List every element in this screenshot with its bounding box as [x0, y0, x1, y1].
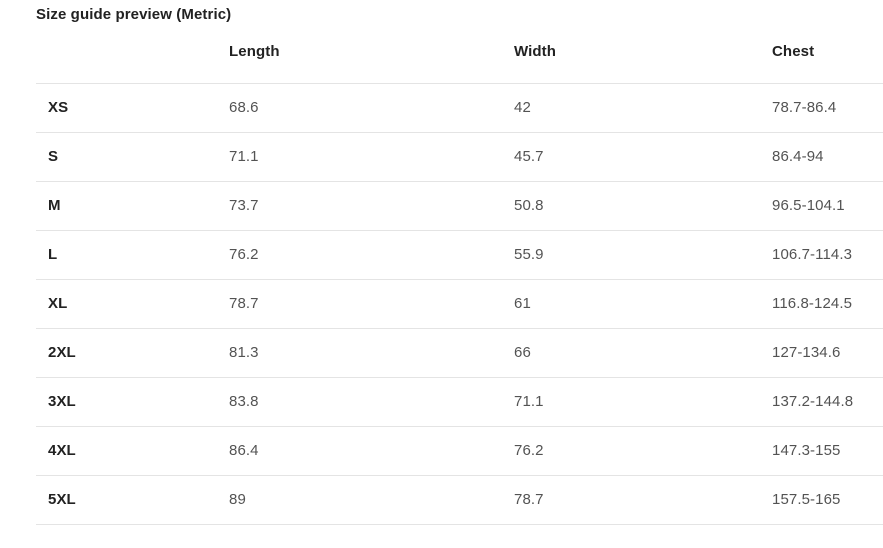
size-label: XS [36, 83, 229, 133]
length-value: 68.6 [229, 83, 514, 133]
table-header-row: Length Width Chest [36, 35, 883, 84]
chest-value: 127-134.6 [772, 328, 883, 378]
chest-value: 78.7-86.4 [772, 83, 883, 133]
chest-value: 116.8-124.5 [772, 279, 883, 329]
size-guide-table: Length Width Chest XS 68.6 42 78.7-86.4 … [36, 35, 883, 525]
length-value: 89 [229, 475, 514, 525]
chest-value: 137.2-144.8 [772, 377, 883, 427]
size-label: 4XL [36, 426, 229, 476]
size-label: S [36, 132, 229, 182]
length-value: 78.7 [229, 279, 514, 329]
table-row: M 73.7 50.8 96.5-104.1 [36, 181, 883, 231]
width-value: 42 [514, 83, 772, 133]
size-label: 3XL [36, 377, 229, 427]
size-label: M [36, 181, 229, 231]
width-column-header: Width [514, 35, 772, 84]
table-row: 4XL 86.4 76.2 147.3-155 [36, 426, 883, 476]
length-value: 71.1 [229, 132, 514, 182]
width-value: 45.7 [514, 132, 772, 182]
length-column-header: Length [229, 35, 514, 84]
chest-value: 106.7-114.3 [772, 230, 883, 280]
table-row: S 71.1 45.7 86.4-94 [36, 132, 883, 182]
length-value: 83.8 [229, 377, 514, 427]
width-value: 55.9 [514, 230, 772, 280]
width-value: 71.1 [514, 377, 772, 427]
chest-value: 147.3-155 [772, 426, 883, 476]
width-value: 66 [514, 328, 772, 378]
size-label: XL [36, 279, 229, 329]
size-label: 5XL [36, 475, 229, 525]
table-body: XS 68.6 42 78.7-86.4 S 71.1 45.7 86.4-94… [36, 83, 883, 525]
length-value: 81.3 [229, 328, 514, 378]
page-title: Size guide preview (Metric) [36, 6, 232, 23]
chest-value: 157.5-165 [772, 475, 883, 525]
width-value: 50.8 [514, 181, 772, 231]
size-column-header [36, 35, 229, 84]
width-value: 61 [514, 279, 772, 329]
table-row: XL 78.7 61 116.8-124.5 [36, 279, 883, 329]
length-value: 76.2 [229, 230, 514, 280]
size-guide-preview-panel: Size guide preview (Metric) Length Width… [36, 6, 883, 525]
table-row: 3XL 83.8 71.1 137.2-144.8 [36, 377, 883, 427]
chest-value: 86.4-94 [772, 132, 883, 182]
chest-column-header: Chest [772, 35, 883, 84]
table-row: 5XL 89 78.7 157.5-165 [36, 475, 883, 525]
table-row: L 76.2 55.9 106.7-114.3 [36, 230, 883, 280]
table-row: 2XL 81.3 66 127-134.6 [36, 328, 883, 378]
size-label: L [36, 230, 229, 280]
length-value: 86.4 [229, 426, 514, 476]
width-value: 76.2 [514, 426, 772, 476]
size-label: 2XL [36, 328, 229, 378]
length-value: 73.7 [229, 181, 514, 231]
width-value: 78.7 [514, 475, 772, 525]
chest-value: 96.5-104.1 [772, 181, 883, 231]
table-row: XS 68.6 42 78.7-86.4 [36, 83, 883, 133]
